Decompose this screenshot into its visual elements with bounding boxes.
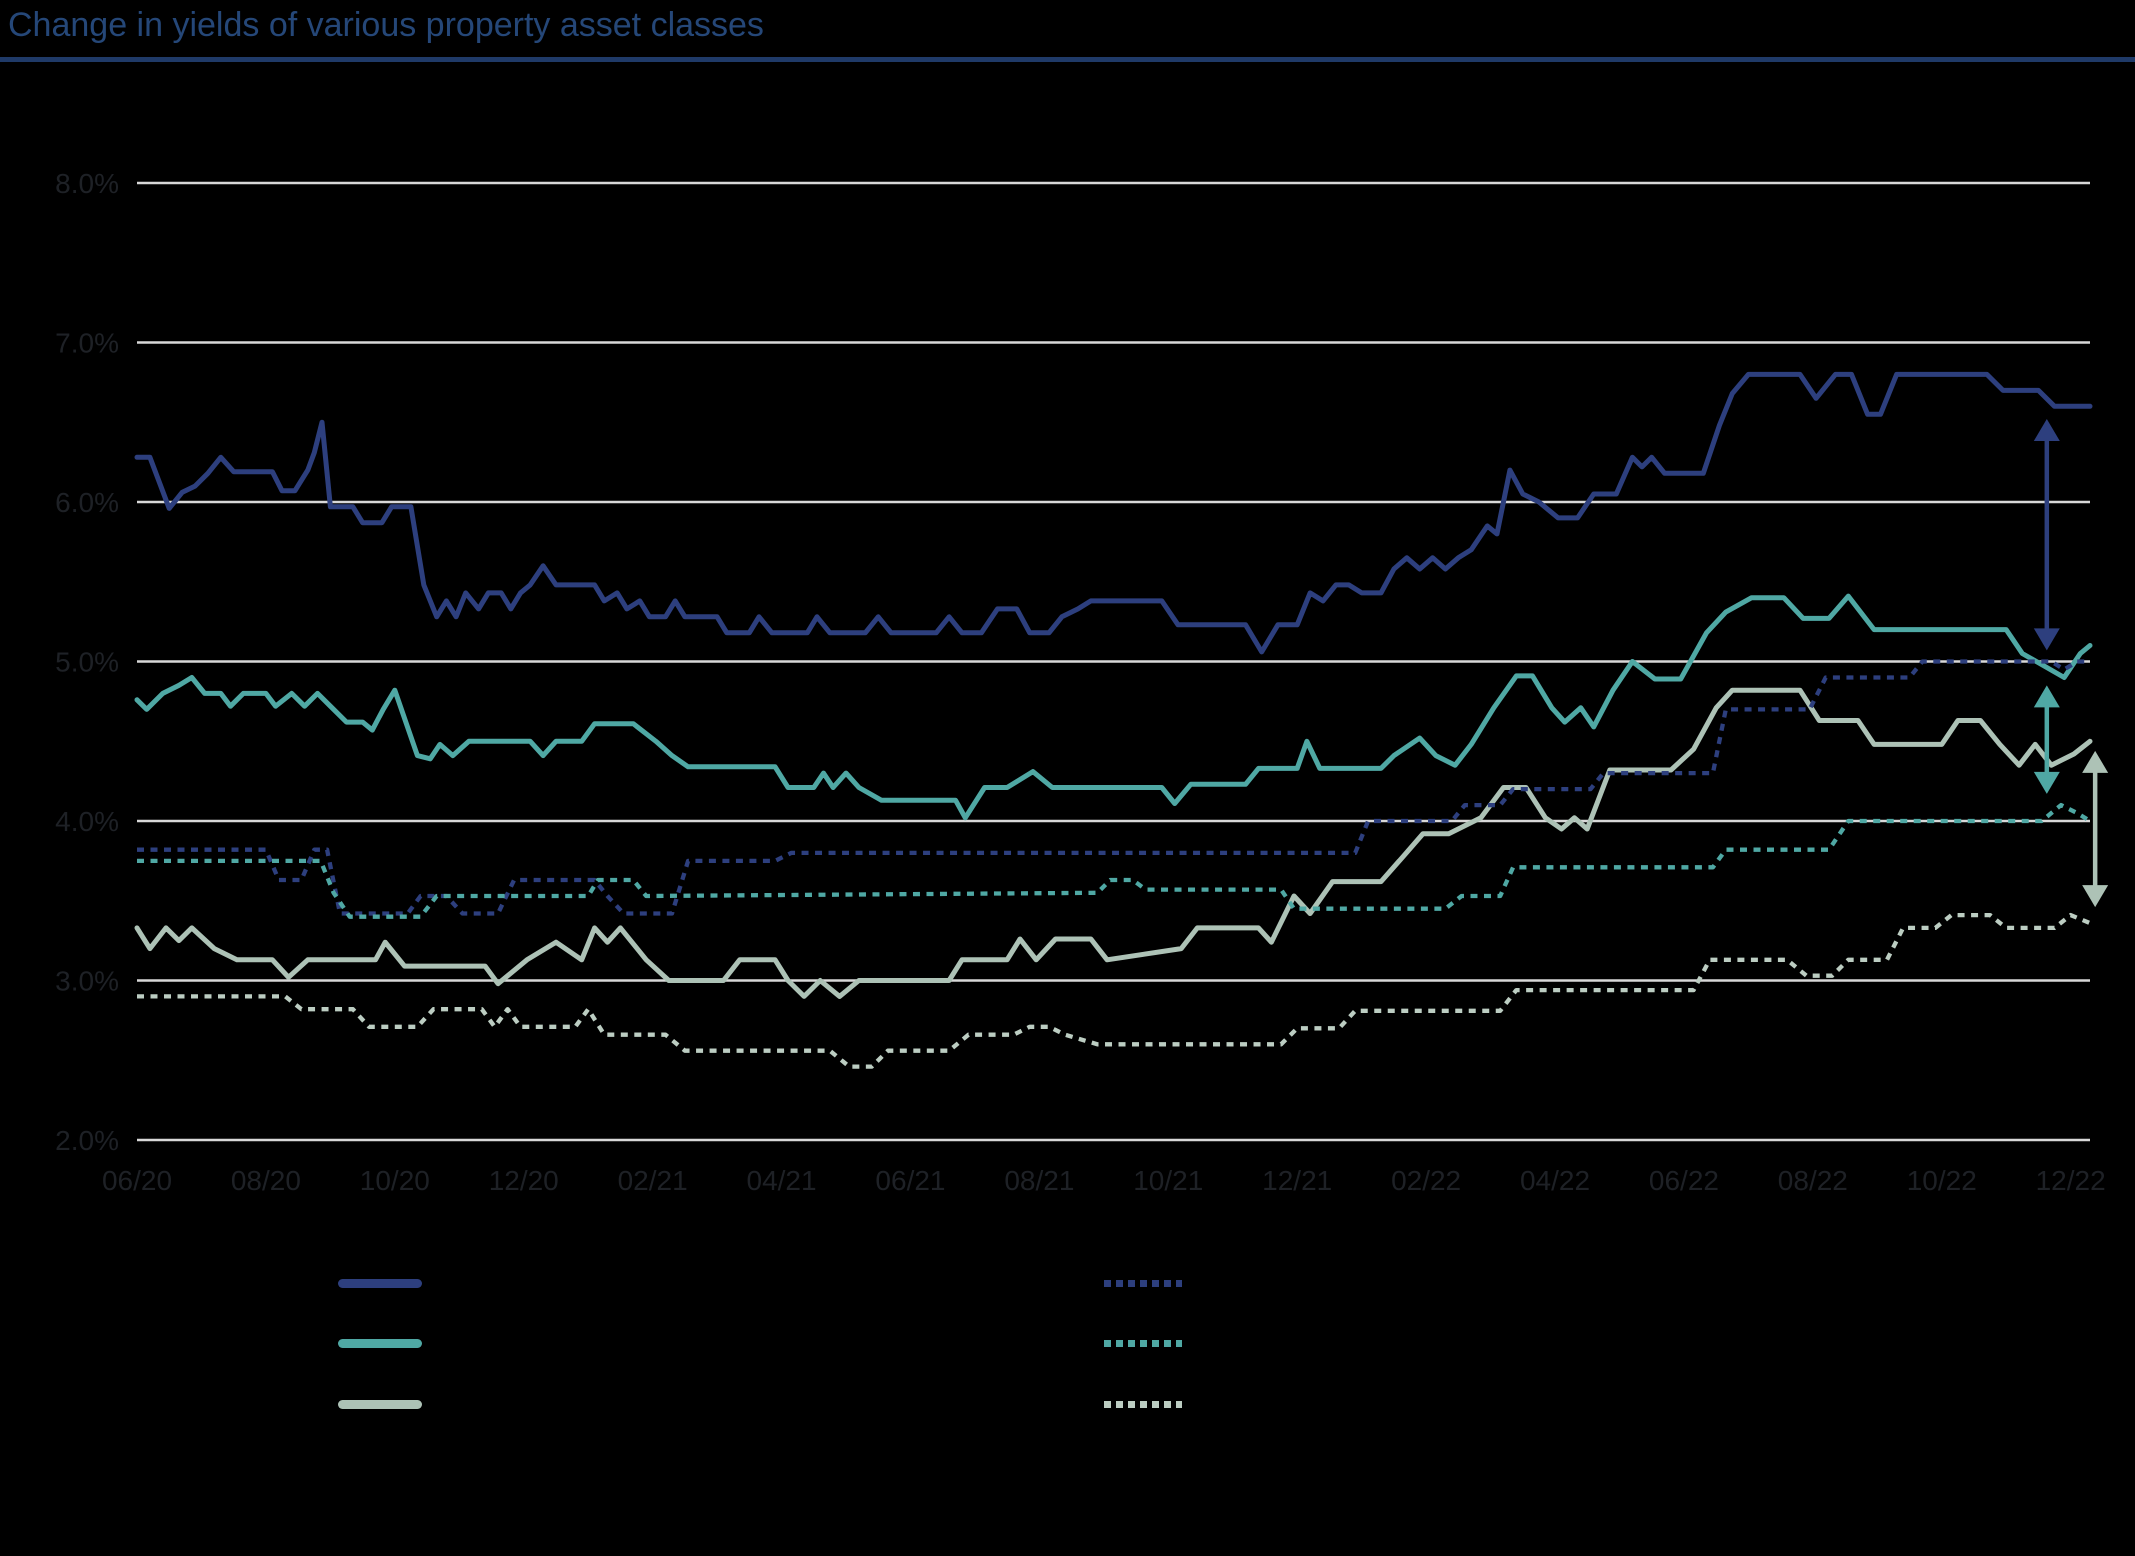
spread-arrow-sage-down-arrowhead-icon <box>2082 885 2109 908</box>
legend-swatch-teal-solid-icon <box>338 1338 422 1348</box>
y-tick-label: 7.0% <box>55 328 119 359</box>
x-tick-label: 02/22 <box>1391 1165 1461 1196</box>
spread-arrow-navy-down-arrowhead-icon <box>2033 628 2060 651</box>
y-tick-label: 5.0% <box>55 647 119 678</box>
y-tick-label: 8.0% <box>55 168 119 199</box>
legend-swatch-navy-solid-icon <box>338 1278 422 1288</box>
y-tick-label: 3.0% <box>55 966 119 997</box>
series-sage-dashed <box>137 912 2091 1069</box>
x-tick-label: 12/22 <box>2036 1165 2106 1196</box>
x-tick-label: 08/22 <box>1778 1165 1848 1196</box>
spread-arrow-teal-down-arrowhead-icon <box>2033 771 2060 794</box>
legend-item-teal-solid <box>338 1332 868 1354</box>
x-tick-label: 04/22 <box>1520 1165 1590 1196</box>
title-underline <box>0 57 2135 62</box>
spread-arrow-navy-up-arrowhead-icon <box>2033 419 2060 442</box>
spread-arrow-teal-up-arrowhead-icon <box>2033 685 2060 708</box>
x-tick-label: 06/20 <box>102 1165 172 1196</box>
legend-item-navy-dashed <box>1104 1272 1628 1294</box>
x-tick-label: 08/20 <box>231 1165 301 1196</box>
x-tick-label: 12/21 <box>1262 1165 1332 1196</box>
series-sage-solid <box>134 687 2093 999</box>
legend-swatch-teal-dashed-icon <box>1104 1339 1182 1347</box>
legend-item-sage-dashed <box>1104 1393 1628 1415</box>
series-teal-solid <box>134 593 2093 821</box>
spread-arrow-sage-up-arrowhead-icon <box>2082 750 2109 773</box>
y-tick-label: 6.0% <box>55 487 119 518</box>
legend-swatch-sage-dashed-icon <box>1104 1400 1182 1408</box>
x-tick-label: 12/20 <box>489 1165 559 1196</box>
x-tick-label: 06/22 <box>1649 1165 1719 1196</box>
legend-item-navy-solid <box>338 1272 868 1294</box>
legend-item-sage-solid <box>338 1393 868 1415</box>
legend-swatch-sage-solid-icon <box>338 1399 422 1409</box>
x-tick-label: 04/21 <box>747 1165 817 1196</box>
series-teal-dashed <box>137 802 2092 919</box>
x-tick-label: 08/21 <box>1004 1165 1074 1196</box>
y-tick-label: 2.0% <box>55 1125 119 1156</box>
series-navy-solid <box>134 371 2093 655</box>
x-tick-label: 02/21 <box>618 1165 688 1196</box>
legend-swatch-navy-dashed-icon <box>1104 1279 1182 1287</box>
series-navy-dashed <box>137 659 2090 916</box>
x-tick-label: 10/20 <box>360 1165 430 1196</box>
x-tick-label: 06/21 <box>875 1165 945 1196</box>
y-tick-label: 4.0% <box>55 806 119 837</box>
x-tick-label: 10/21 <box>1133 1165 1203 1196</box>
legend-item-teal-dashed <box>1104 1332 1628 1354</box>
chart-title: Change in yields of various property ass… <box>8 6 764 44</box>
x-tick-label: 10/22 <box>1907 1165 1977 1196</box>
